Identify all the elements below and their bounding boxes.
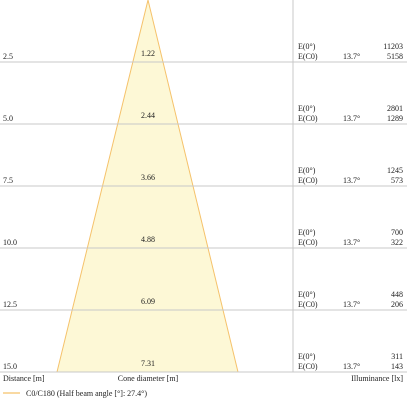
ec0-value: 1289 — [387, 114, 403, 123]
ec0-label: E(C0) — [298, 300, 318, 309]
cone-diameter: 7.31 — [141, 359, 155, 368]
cone-diameter: 4.88 — [141, 235, 155, 244]
distance: 15.0 — [3, 362, 17, 371]
e0-value: 700 — [391, 228, 403, 237]
e0-label: E(0°) — [298, 228, 316, 237]
cone-diameter: 1.22 — [141, 49, 155, 58]
ec0-label: E(C0) — [298, 362, 318, 371]
e0-label: E(0°) — [298, 42, 316, 51]
distance: 7.5 — [3, 176, 13, 185]
half-angle: 13.7° — [343, 114, 360, 123]
distance-label: Distance [m] — [3, 374, 45, 383]
e0-label: E(0°) — [298, 352, 316, 361]
half-angle: 13.7° — [343, 176, 360, 185]
half-angle: 13.7° — [343, 300, 360, 309]
ec0-value: 5158 — [387, 52, 403, 61]
half-angle: 13.7° — [343, 238, 360, 247]
legend-text: C0/C180 (Half beam angle [°]: 27.4°) — [26, 389, 147, 398]
e0-value: 1245 — [387, 166, 403, 175]
cone-diameter: 3.66 — [141, 173, 155, 182]
e0-value: 311 — [391, 352, 403, 361]
ec0-label: E(C0) — [298, 114, 318, 123]
ec0-label: E(C0) — [298, 52, 318, 61]
ec0-value: 206 — [391, 300, 403, 309]
e0-label: E(0°) — [298, 290, 316, 299]
half-angle: 13.7° — [343, 52, 360, 61]
e0-label: E(0°) — [298, 166, 316, 175]
distance: 5.0 — [3, 114, 13, 123]
e0-value: 2801 — [387, 104, 403, 113]
cone-diameter-label: Cone diameter [m] — [118, 374, 179, 383]
cone-diameter: 2.44 — [141, 111, 155, 120]
e0-value: 448 — [391, 290, 403, 299]
e0-value: 11203 — [383, 42, 403, 51]
ec0-value: 143 — [391, 362, 403, 371]
e0-label: E(0°) — [298, 104, 316, 113]
illuminance-label: Illuminance [lx] — [351, 374, 403, 383]
ec0-label: E(C0) — [298, 238, 318, 247]
cone-diameter: 6.09 — [141, 297, 155, 306]
half-angle: 13.7° — [343, 362, 360, 371]
distance: 12.5 — [3, 300, 17, 309]
ec0-label: E(C0) — [298, 176, 318, 185]
distance: 10.0 — [3, 238, 17, 247]
distance: 2.5 — [3, 52, 13, 61]
ec0-value: 322 — [391, 238, 403, 247]
ec0-value: 573 — [391, 176, 403, 185]
